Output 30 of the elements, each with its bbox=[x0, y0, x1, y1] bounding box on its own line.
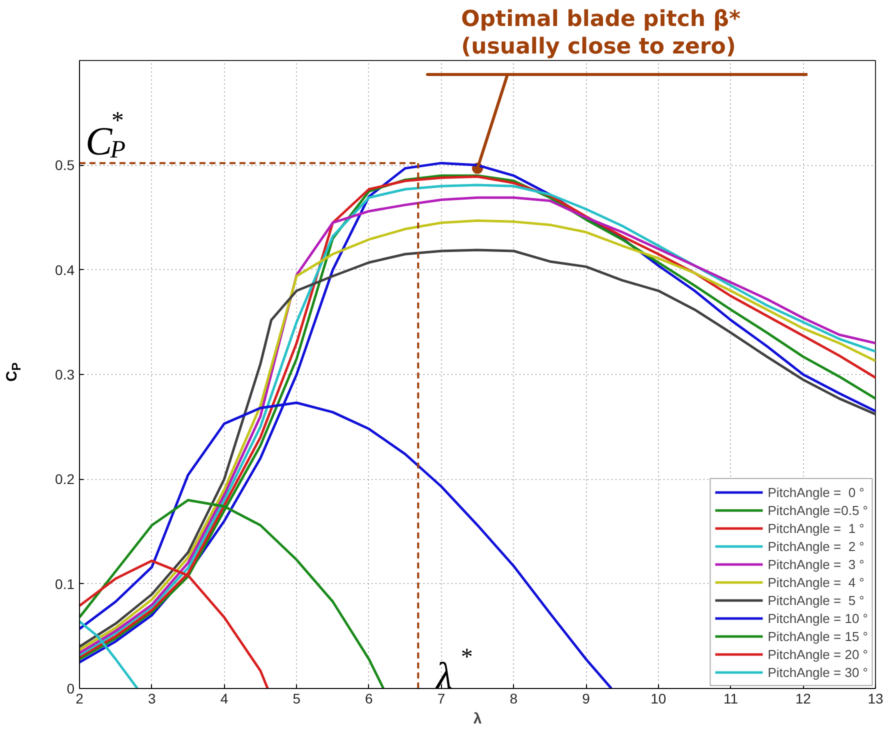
y-tick-label: 0.3 bbox=[55, 366, 75, 382]
y-tick-label: 0.5 bbox=[55, 157, 75, 174]
y-tick-label: 0.4 bbox=[55, 262, 75, 278]
x-tick-label: 5 bbox=[292, 690, 301, 706]
legend-label: PitchAngle = 1 ° bbox=[768, 520, 864, 537]
x-tick-label: 3 bbox=[148, 690, 156, 706]
legend-label: PitchAngle = 15 ° bbox=[768, 628, 868, 645]
legend-label: PitchAngle = 30 ° bbox=[768, 664, 868, 681]
x-tick-label: 11 bbox=[724, 690, 738, 706]
x-tick-label: 10 bbox=[650, 690, 666, 706]
legend-label: PitchAngle = 2 ° bbox=[768, 538, 864, 555]
legend-label: PitchAngle = 3 ° bbox=[768, 556, 864, 573]
x-tick-label: 8 bbox=[510, 690, 518, 706]
x-tick-label: 13 bbox=[868, 690, 884, 706]
legend-label: PitchAngle =0.5 ° bbox=[768, 502, 868, 519]
annotation: Optimal blade pitch β* (usually close to zero) bbox=[461, 7, 741, 60]
x-axis-title: λ bbox=[473, 710, 482, 728]
legend-label: PitchAngle = 10 ° bbox=[768, 610, 868, 627]
y-tick-label: 0.1 bbox=[55, 576, 75, 592]
x-tick-label: 6 bbox=[365, 690, 374, 706]
x-tick-label: 2 bbox=[76, 690, 84, 706]
y-tick-label: 0 bbox=[66, 680, 75, 696]
x-tick-label: 12 bbox=[795, 690, 812, 706]
legend-label: PitchAngle = 5 ° bbox=[768, 592, 864, 609]
legend-label: PitchAngle = 0 ° bbox=[768, 484, 864, 501]
legend-label: PitchAngle = 20 ° bbox=[768, 646, 868, 663]
y-tick-label: 0.2 bbox=[55, 471, 75, 488]
x-tick-label: 4 bbox=[220, 690, 228, 706]
x-tick-label: 9 bbox=[582, 690, 590, 706]
legend-label: PitchAngle = 4 ° bbox=[768, 574, 864, 591]
